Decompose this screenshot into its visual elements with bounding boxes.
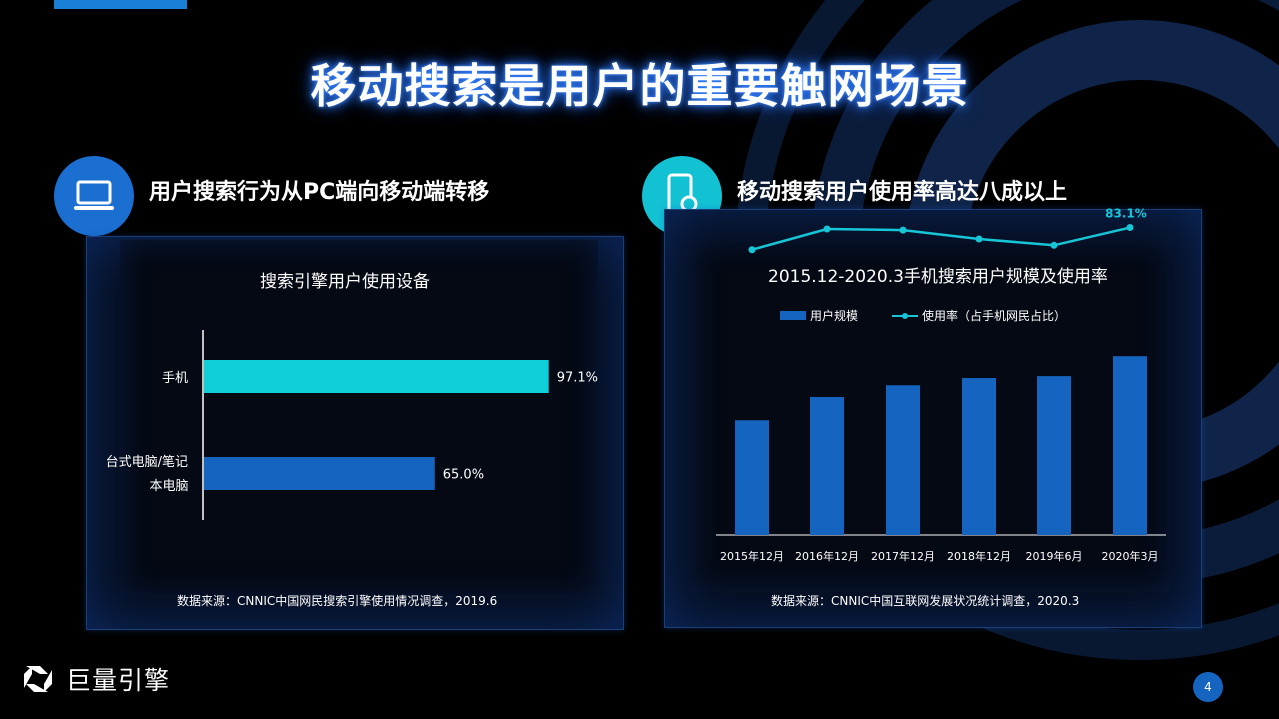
right-section-title: 移动搜索用户使用率高达八成以上 [737, 180, 1068, 205]
page-number: 4 [1193, 672, 1223, 702]
right-chart-inner [692, 240, 1170, 592]
right-source-note: 数据来源：CNNIC中国互联网发展状况统计调查，2020.3 [771, 594, 1080, 608]
laptop-icon [74, 180, 114, 210]
laptop-icon-badge [54, 156, 134, 236]
top-accent-bar [54, 0, 187, 9]
brand-logo: 巨量引擎 [20, 660, 170, 698]
left-source-note: 数据来源：CNNIC中国网民搜索引擎使用情况调查，2019.6 [177, 594, 498, 608]
brand-name: 巨量引擎 [66, 666, 171, 695]
brand-logo-icon [24, 666, 52, 692]
right-chart-title: 2015.12-2020.3手机搜索用户规模及使用率 [768, 267, 1108, 287]
left-chart-inner [120, 240, 598, 598]
page-title: 移动搜索是用户的重要触网场景 [310, 59, 969, 113]
left-chart-title: 搜索引擎用户使用设备 [260, 272, 430, 292]
left-section-title: 用户搜索行为从PC端向移动端转移 [149, 180, 490, 205]
